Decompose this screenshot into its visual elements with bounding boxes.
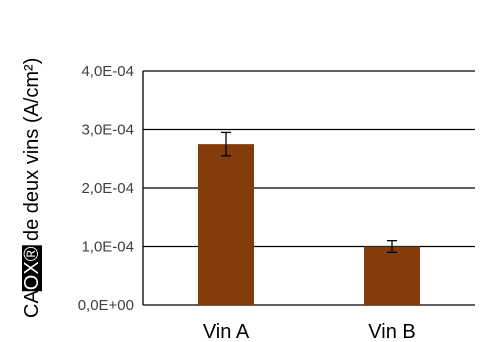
bar	[198, 144, 254, 305]
y-axis-label-prefix: CA	[21, 290, 43, 318]
bars	[198, 144, 420, 305]
y-axis-label-suffix: de deux vins (A/cm²)	[21, 58, 43, 247]
gridlines	[142, 70, 475, 306]
y-axis-label: CAOX® de deux vins (A/cm²)	[21, 58, 43, 318]
x-category-labels: Vin A Vin B	[203, 321, 416, 342]
y-tick-label: 2,0E-04	[81, 180, 134, 197]
y-tick-label: 4,0E-04	[81, 63, 134, 80]
error-bars	[221, 131, 397, 254]
x-category-label: Vin B	[368, 321, 415, 342]
y-axis-label-text: CAOX® de deux vins (A/cm²)	[21, 58, 43, 318]
y-axis-label-highlight: OX®	[21, 246, 43, 290]
y-axis-label-highlight-box	[22, 245, 42, 292]
x-category-label: Vin A	[203, 321, 250, 342]
bar	[364, 246, 420, 305]
y-tick-label: 1,0E-04	[81, 239, 134, 256]
y-tick-label: 0,0E+00	[78, 297, 134, 314]
y-tick-labels: 0,0E+00 1,0E-04 2,0E-04 3,0E-04 4,0E-04	[78, 63, 134, 314]
y-tick-label: 3,0E-04	[81, 122, 134, 139]
